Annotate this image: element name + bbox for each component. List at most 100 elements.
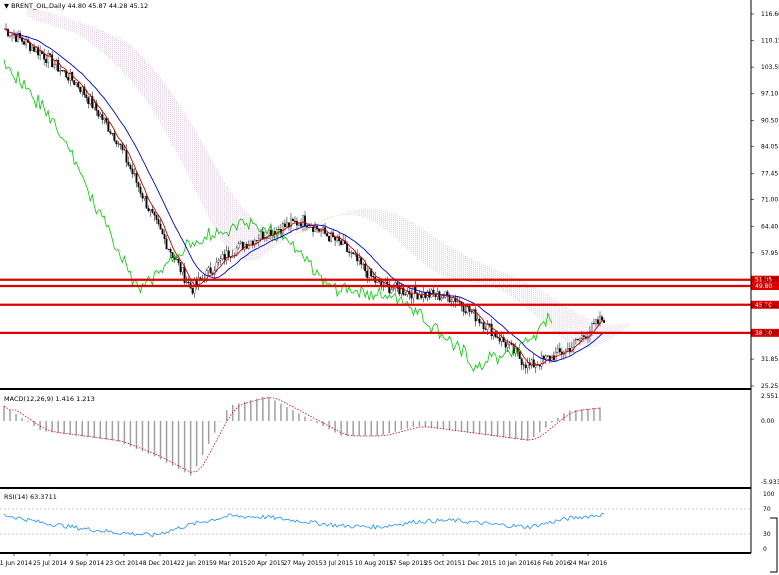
candle-body (239, 241, 242, 244)
candle-body (127, 162, 130, 166)
ichimoku-cloud (27, 4, 629, 347)
price-axis[interactable]: 116.60 110.15 103.55 97.10 90.50 84.05 77.45 71… (751, 11, 779, 390)
candle-body (119, 143, 122, 145)
candle-body (269, 229, 272, 237)
candle-body (496, 336, 499, 339)
candle-body (330, 232, 333, 242)
price-tick-label: 110.15 (761, 37, 779, 44)
candle-body (117, 143, 120, 145)
candle-body (93, 102, 96, 108)
candle-body (532, 359, 535, 368)
candle-body (229, 256, 232, 258)
candle-body (518, 351, 521, 359)
candle-body (31, 46, 34, 51)
candle-body (85, 94, 88, 98)
candle-body (217, 260, 220, 263)
rsi-header: RSI(14) 63.3711 (4, 493, 57, 501)
candle-body (390, 289, 393, 294)
price-tick-label: 31.85 (761, 356, 778, 363)
candle-body (129, 165, 132, 170)
candle-body (115, 140, 118, 145)
candle-body (450, 301, 453, 303)
candle-body (21, 37, 24, 42)
time-tick-label: 22 Jan 2015 (177, 560, 213, 567)
candle-body (392, 288, 395, 290)
candle-body (179, 262, 182, 273)
candle-body (249, 240, 252, 245)
rsi-tick-label: 0 (763, 546, 767, 553)
candle-body (57, 60, 60, 72)
candle-body (506, 344, 509, 348)
price-tick-label: 64.40 (761, 224, 778, 231)
candle-body (53, 64, 56, 68)
price-tick-label: 71.00 (761, 197, 778, 204)
candle-body (223, 254, 226, 261)
candle-body (261, 231, 264, 239)
candle-body (255, 240, 258, 242)
candle-body (177, 259, 180, 263)
candle-body (215, 261, 218, 271)
candle-body (187, 281, 190, 284)
price-tick-label: 25.25 (761, 383, 778, 390)
candle-body (161, 228, 164, 235)
time-tick-label: 10 Jan 2016 (498, 560, 534, 567)
candle-body (442, 297, 445, 299)
candle-body (145, 196, 148, 209)
candle-body (103, 118, 106, 120)
candle-body (308, 227, 310, 228)
candle-body (253, 240, 256, 246)
candle-body (237, 243, 240, 249)
candle-body (209, 267, 212, 274)
candle-body (163, 233, 166, 239)
candle-body (11, 34, 13, 36)
time-tick-label: 9 Sep 2014 (70, 560, 104, 567)
candle-body (139, 186, 142, 194)
rsi-panel[interactable]: RSI(14) 63.3711 (0, 493, 751, 538)
macd-panel[interactable]: MACD(12,26,9) 1.416 1.213 (3, 395, 601, 476)
candle-body (500, 336, 503, 342)
candle-body (143, 196, 146, 199)
time-tick-label: 1 Dec 2015 (462, 560, 497, 567)
macd-histogram (3, 396, 601, 476)
support-price-label: 51.35 (755, 277, 772, 284)
candle-body (470, 311, 473, 313)
time-tick-label: 27 May 2015 (283, 560, 322, 567)
candle-body (153, 212, 156, 216)
candle-body (576, 339, 579, 341)
macd-tick-label: -5.933 (761, 479, 779, 486)
candle-body (259, 231, 262, 240)
candle-body (328, 235, 331, 242)
main-price-panel[interactable]: ▼ BRENT_OIL,Daily 44.80 45.87 44.28 45.1… (0, 2, 779, 374)
candle-body (123, 149, 126, 151)
rsi-line (3, 512, 605, 538)
macd-tick-label: 0.00 (761, 418, 775, 425)
candle-body (320, 230, 323, 232)
tenkan-line (3, 28, 604, 366)
dropdown-arrow-icon[interactable]: ▼ (4, 2, 11, 10)
candle-body (546, 355, 549, 357)
candle-body (402, 287, 405, 295)
candle-body (89, 96, 92, 105)
candle-body (121, 144, 124, 150)
candle-body (478, 318, 481, 324)
candle-body (486, 323, 489, 330)
support-price-label: 45.20 (755, 302, 772, 309)
candle-body (97, 110, 100, 117)
rsi-tick-label: 30 (763, 531, 771, 538)
candle-body (298, 223, 300, 226)
candle-body (410, 293, 413, 299)
candle-body (235, 247, 238, 256)
candle-body (504, 341, 507, 348)
price-tick-label: 51.35 (761, 277, 778, 284)
candle-body (524, 364, 527, 369)
support-price-label: 38.30 (755, 330, 772, 337)
candle-body (69, 71, 72, 81)
candle-body (109, 131, 112, 134)
candle-body (75, 82, 78, 85)
time-tick-label: 20 Apr 2015 (247, 560, 284, 567)
candle-body (354, 253, 357, 255)
corner-bracket (770, 517, 778, 573)
